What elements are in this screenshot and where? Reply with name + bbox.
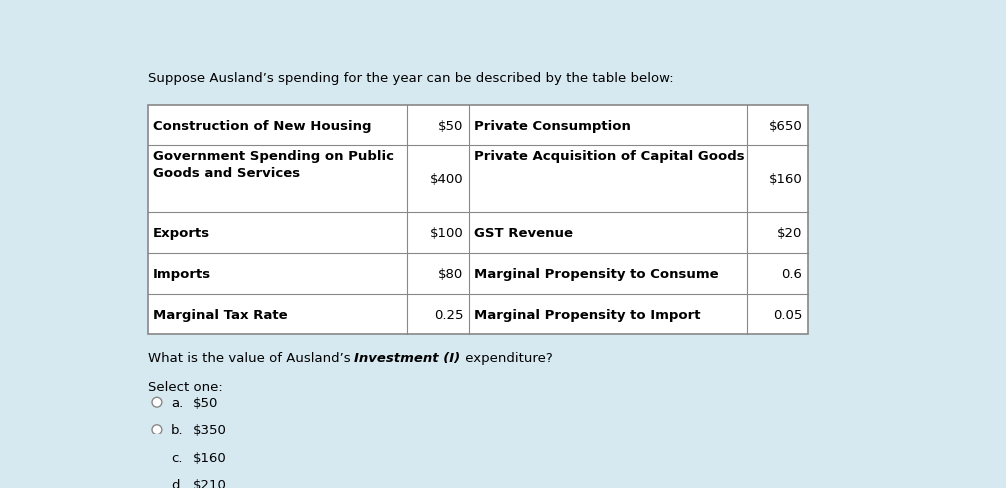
Text: Suppose Ausland’s spending for the year can be described by the table below:: Suppose Ausland’s spending for the year … [148,72,673,85]
Text: Investment (I): Investment (I) [354,352,461,365]
Bar [148,105,808,335]
Text: Exports: Exports [153,227,210,240]
Ellipse shape [152,452,162,462]
Text: $210: $210 [193,478,227,488]
Ellipse shape [152,425,162,435]
Text: Marginal Propensity to Import: Marginal Propensity to Import [474,308,701,321]
Text: Private Acquisition of Capital Goods: Private Acquisition of Capital Goods [474,150,744,163]
Text: Imports: Imports [153,267,211,281]
Text: $650: $650 [769,120,803,132]
Text: What is the value of Ausland’s: What is the value of Ausland’s [148,352,354,365]
Text: GST Revenue: GST Revenue [474,227,573,240]
Text: 0.6: 0.6 [782,267,803,281]
Text: $160: $160 [193,451,226,464]
Text: 0.25: 0.25 [434,308,464,321]
Text: Private Consumption: Private Consumption [474,120,631,132]
Text: $160: $160 [769,173,803,186]
Text: Marginal Propensity to Consume: Marginal Propensity to Consume [474,267,719,281]
Text: Government Spending on Public
Goods and Services: Government Spending on Public Goods and … [153,150,394,180]
Text: $20: $20 [777,227,803,240]
Text: Marginal Tax Rate: Marginal Tax Rate [153,308,288,321]
Text: expenditure?: expenditure? [461,352,552,365]
Text: c.: c. [171,451,183,464]
Text: a.: a. [171,396,183,409]
Text: $100: $100 [430,227,464,240]
Ellipse shape [152,398,162,407]
Ellipse shape [152,480,162,488]
Text: $350: $350 [193,423,227,436]
Text: Select one:: Select one: [148,380,222,393]
Text: d.: d. [171,478,184,488]
Text: 0.05: 0.05 [774,308,803,321]
Text: $50: $50 [438,120,464,132]
Text: $400: $400 [430,173,464,186]
Text: Construction of New Housing: Construction of New Housing [153,120,371,132]
Text: b.: b. [171,423,184,436]
Text: $80: $80 [438,267,464,281]
Text: $50: $50 [193,396,218,409]
